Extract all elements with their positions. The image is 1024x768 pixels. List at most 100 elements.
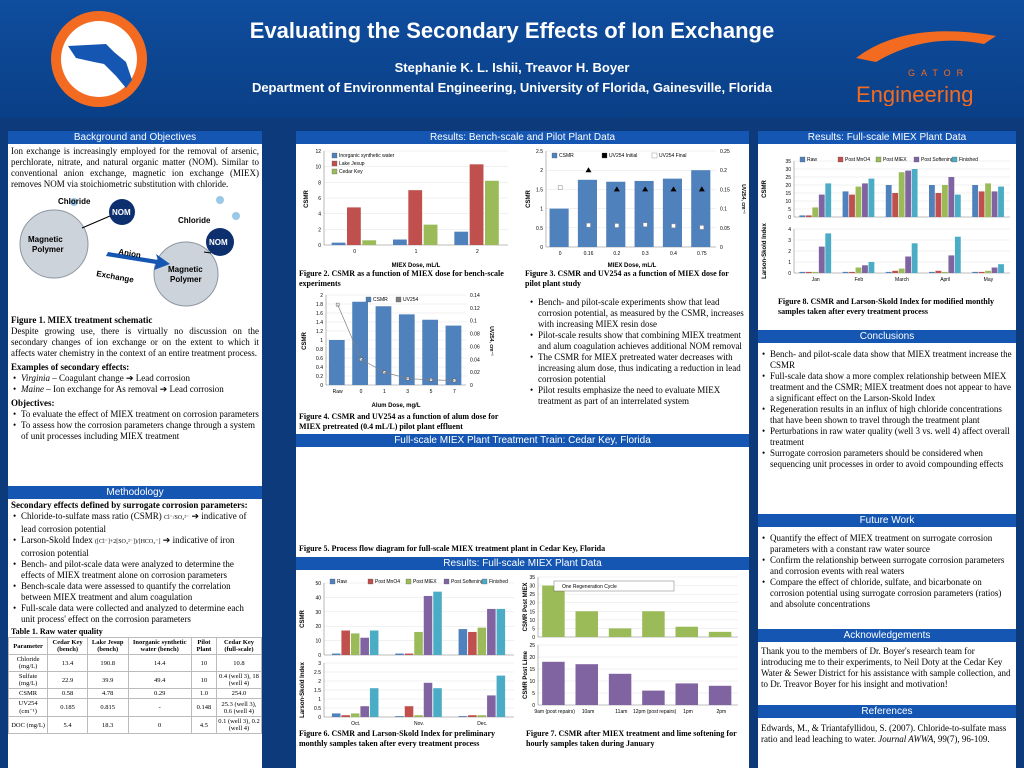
label-chloride-b: Chloride: [178, 216, 211, 225]
objective-item: To assess how the corrosion parameters c…: [11, 420, 259, 442]
bar-post-softening: [818, 194, 825, 217]
bar-post-mno4: [341, 715, 350, 717]
x-tick-label: 7: [453, 389, 456, 395]
y-tick-label: 2.5: [314, 670, 321, 676]
bar-post-mno4: [978, 271, 985, 273]
bar-csmr: [422, 319, 438, 385]
y-tick-label: 2: [788, 249, 791, 255]
y-tick-label: 0: [788, 215, 791, 221]
bar-cedar-key: [423, 224, 438, 245]
table-cell: 0.185: [47, 698, 88, 717]
x-axis-label: MIEX Dose, mL/L: [392, 263, 441, 269]
legend-label: Post MnO4: [845, 157, 870, 163]
legend-label: UV254 Final: [659, 153, 687, 159]
legend-label: UV254 Initial: [609, 153, 637, 159]
bar-csmr: [445, 325, 462, 385]
bar-raw: [331, 713, 341, 717]
x-tick-label: 0.3: [642, 251, 649, 257]
table-cell: 4.5: [190, 716, 217, 734]
bar-post-miex: [941, 185, 948, 217]
y-tick-label: 4: [318, 212, 321, 218]
legend-label: CSMR: [373, 297, 388, 303]
table-cell: 39.9: [86, 671, 129, 689]
bar-finished: [433, 591, 442, 655]
y-tick-label: 2: [320, 293, 323, 299]
bar-post-softening: [360, 706, 369, 717]
figure-1-miex-schematic: Chloride NOM Magnetic Polymer Chloride N…: [19, 196, 240, 307]
annotation-label: One Regeneration Cycle: [562, 584, 617, 590]
bar-finished: [825, 183, 832, 217]
bar-post-miex: [985, 183, 991, 217]
x-tick-label: 2pm: [716, 709, 726, 715]
legend-swatch: [331, 168, 338, 175]
bar-raw: [885, 271, 892, 273]
legend-swatch: [395, 296, 402, 303]
label-chloride-a: Chloride: [58, 197, 91, 206]
bar-raw: [799, 215, 806, 217]
bar-raw: [885, 185, 892, 217]
annotation-box: [553, 580, 675, 592]
table-cell: Chloride (mg/L): [7, 654, 49, 672]
y-tick-label: 3: [788, 238, 791, 244]
bar-post-mno4: [935, 193, 942, 217]
x-tick-label: 0.16: [584, 251, 594, 257]
y2-tick-label: 0.08: [470, 332, 480, 338]
svg-text:GATOR: GATOR: [908, 68, 969, 78]
bar-post-miex: [608, 628, 632, 637]
bar-finished: [369, 688, 379, 717]
x-tick-label: Dec.: [477, 721, 487, 727]
table-row: UV254 (cm⁻¹) 0.185 0.815-0.148 25.3 (well 3…: [7, 698, 263, 717]
bar-finished: [998, 264, 1004, 273]
y-tick-label: 0: [540, 245, 543, 251]
table-cell: -: [127, 698, 192, 717]
poster-title: Evaluating the Secondary Effects of Ion …: [249, 18, 775, 43]
y-tick-label: 0: [532, 635, 535, 641]
y-axis-label: CSMR Post Lime: [523, 650, 529, 699]
figure-8-chart: 0 5 10 15 20 25 30 35 0 1 2 3 4 Jan Feb March April May Ra…: [762, 156, 1010, 283]
table-cell: 49.4: [127, 671, 192, 689]
bar-post-miex: [350, 713, 360, 717]
y-tick-label: 0: [788, 271, 791, 277]
line-uv254: [337, 304, 455, 381]
y-tick-label: 20: [529, 601, 535, 607]
bar-raw: [972, 185, 979, 217]
y2-tick-label: 0.1: [720, 207, 727, 213]
table-header-cell: Pilot Plant: [190, 637, 217, 655]
table-cell: UV254 (cm⁻¹): [7, 698, 49, 717]
bar-raw: [458, 629, 468, 655]
y-axis-label: CSMR: [302, 332, 308, 350]
y-tick-label: 15: [785, 191, 791, 197]
bar-post-softening: [948, 255, 955, 273]
table-header-cell: Cedar Key (full-scale): [215, 637, 263, 655]
bar-post-mno4: [892, 193, 899, 217]
bar-finished: [496, 675, 506, 717]
x-tick-label: Jan: [812, 277, 820, 283]
figure-3-caption: Figure 3. CSMR and UV254 as a function o…: [525, 269, 729, 288]
figure-2-caption: Figure 2. CSMR as a function of MIEX dos…: [299, 269, 504, 288]
x-tick-label: 0.75: [697, 251, 707, 257]
y-tick-label: 30: [315, 610, 321, 616]
table-cell: 0.29: [127, 688, 192, 699]
svg-text:Exchange: Exchange: [96, 269, 135, 285]
y-axis-label: Larson-Skold Index: [762, 223, 768, 279]
table-cell: 4.78: [86, 688, 129, 699]
bar-post-lime: [608, 673, 632, 705]
y-axis-label: CSMR: [762, 180, 768, 198]
table-cell: 0.815: [86, 698, 129, 717]
bar-csmr: [577, 179, 597, 247]
example-item: Maine – Ion exchange for As removal ➔ Le…: [11, 384, 259, 395]
svg-text:Polymer: Polymer: [32, 245, 64, 254]
y-axis-label: CSMR: [300, 610, 306, 628]
bar-raw: [799, 271, 806, 273]
table-cell: 0.1 (well 3), 0.2 (well 4): [215, 716, 263, 734]
legend-label: Finished: [959, 157, 978, 163]
marker-uv254-final: [671, 223, 676, 229]
figure-8-caption: Figure 8. CSMR and Larson-Skold Index fo…: [778, 297, 994, 316]
y2-axis-label: UV254, cm⁻¹: [740, 184, 746, 214]
bar-inorganic-synthetic-water: [454, 231, 469, 245]
bar-post-mno4: [978, 191, 985, 217]
y-tick-label: 0.8: [316, 347, 323, 353]
table-row: DOC (mg/L) 5.4 18.3 0 4.5 0.1 (well 3), 0.2 (…: [7, 716, 263, 734]
conclusion-item: Regeneration results in an influx of hig…: [760, 404, 1012, 426]
bar-finished: [998, 186, 1004, 217]
